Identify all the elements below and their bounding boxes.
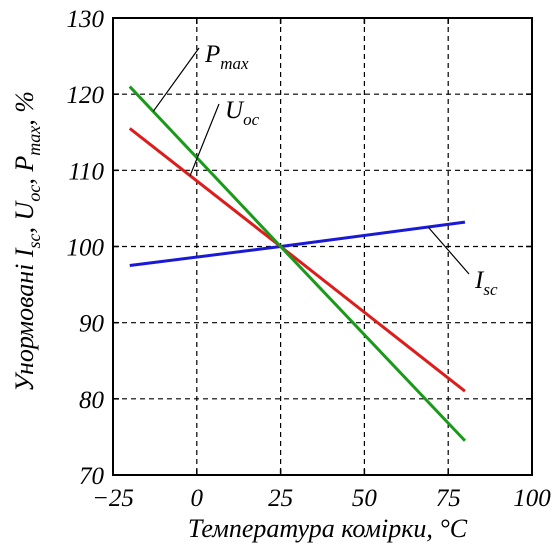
series-label-uoc: Uoc	[225, 97, 260, 129]
series-label-isc: Isc	[474, 267, 498, 299]
y-tick-label: 110	[68, 158, 104, 185]
x-tick-label: −25	[92, 485, 134, 512]
series-line-pmax	[128, 85, 467, 442]
x-tick-label: 50	[352, 485, 378, 512]
x-tick-label: 0	[191, 485, 204, 512]
y-tick-label: 130	[67, 6, 105, 33]
x-tick-label: 100	[513, 485, 551, 512]
ticks	[112, 17, 533, 476]
y-tick-label: 120	[67, 82, 105, 109]
leader-line	[152, 47, 200, 112]
grid	[113, 18, 532, 475]
y-axis-label: Унормовані Isc, Uoc, Pmax, %	[10, 91, 44, 392]
leader-line	[189, 103, 220, 176]
y-tick-label: 90	[79, 311, 105, 338]
y-tick-label: 100	[67, 235, 105, 262]
series-lines	[128, 85, 467, 442]
y-tick-label: 80	[79, 387, 105, 414]
tick-labels: −25 0 25 50 75 100 70 80 90 100 110 120 130	[67, 6, 552, 512]
leader-line	[427, 226, 470, 275]
x-axis-label: Температура комірки, °C	[188, 514, 468, 543]
series-label-pmax: Pmax	[204, 41, 249, 73]
series-callouts: Pmax Uoc Isc	[152, 41, 498, 299]
y-tick-label: 70	[79, 463, 105, 490]
x-tick-label: 25	[268, 485, 293, 512]
x-tick-label: 75	[436, 485, 461, 512]
